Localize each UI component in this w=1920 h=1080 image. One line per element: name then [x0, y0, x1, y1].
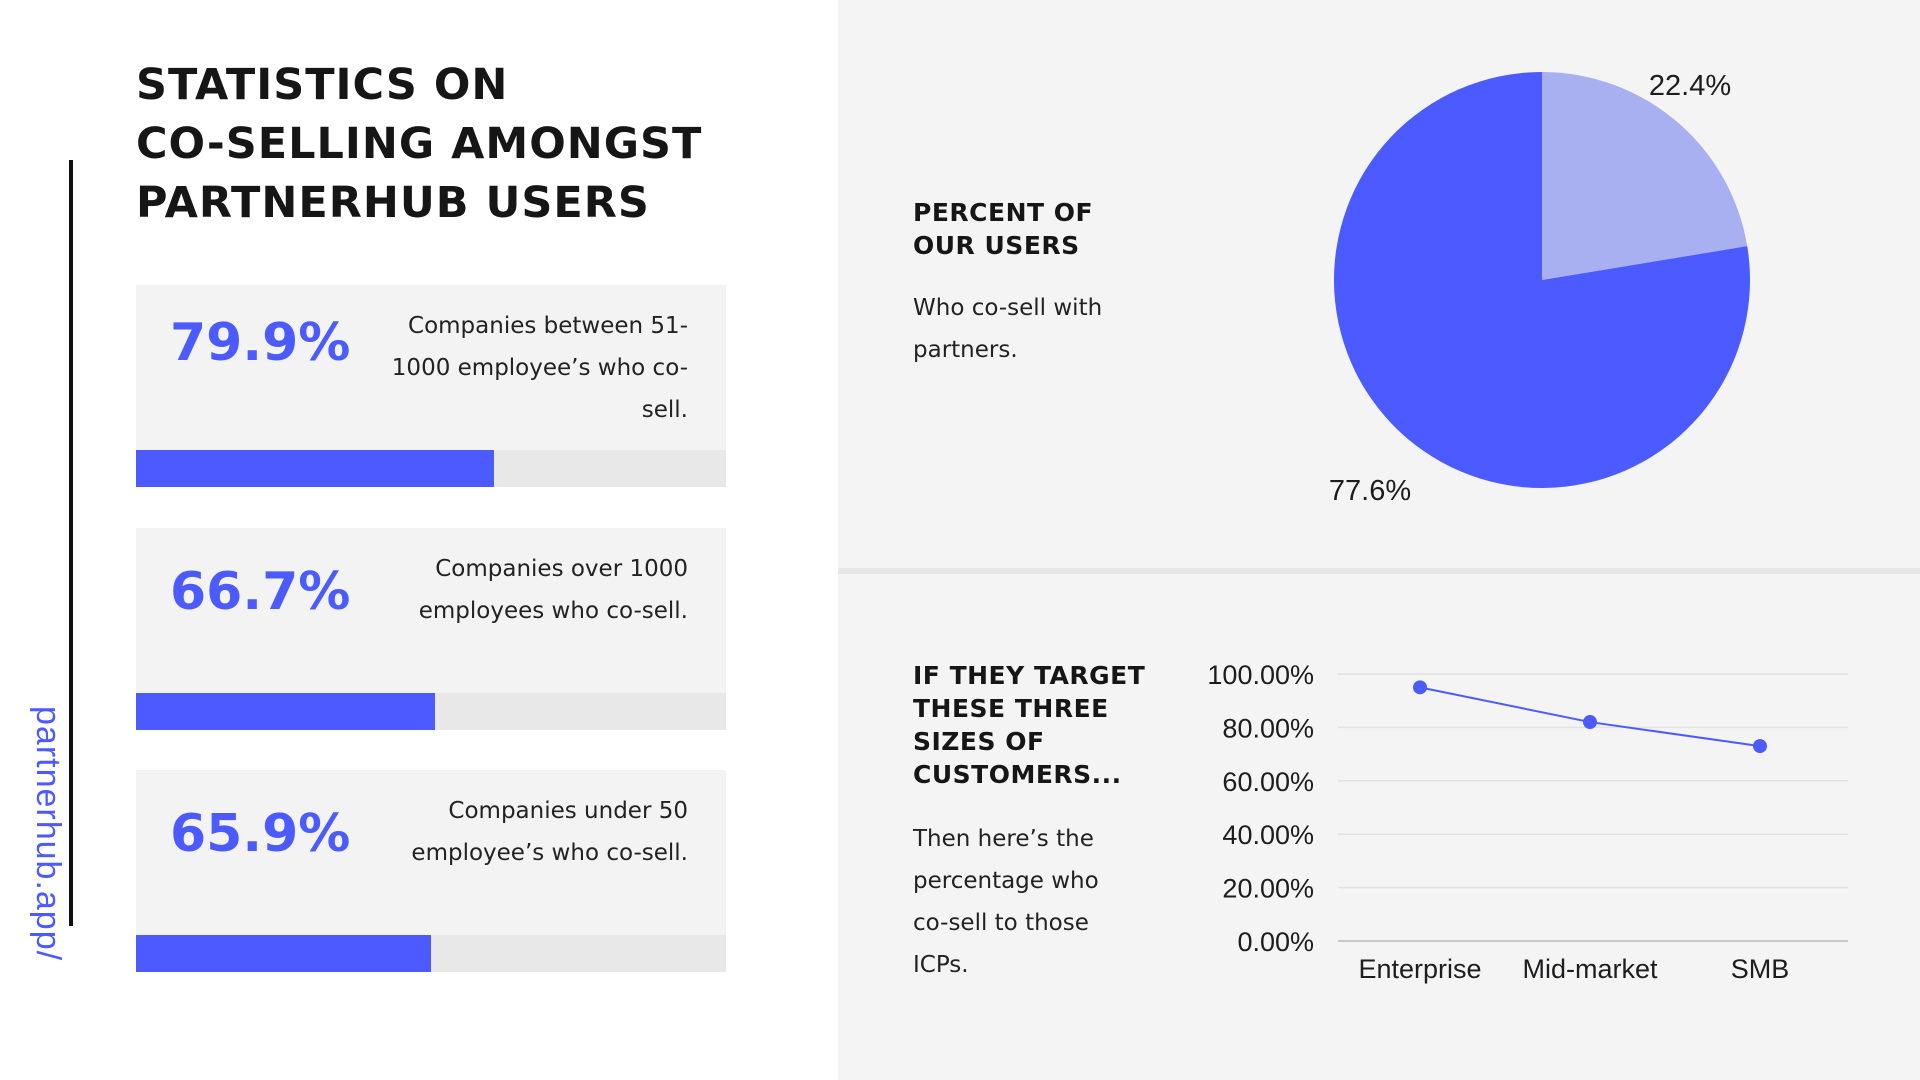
pie-slice-label: 22.4% [1649, 70, 1731, 102]
progress-track [136, 935, 726, 972]
y-tick-label: 40.00% [1222, 820, 1314, 850]
y-tick-label: 0.00% [1237, 927, 1314, 957]
data-point [1413, 680, 1427, 695]
pie-slice-label: 77.6% [1329, 475, 1411, 507]
pie-chart: 22.4% 77.6% [1329, 70, 1750, 507]
stat-description: Companies under 50 employee’s who co-sel… [411, 798, 688, 866]
stat-card: 66.7% Companies over 1000 employees who … [136, 528, 726, 730]
pie-slice [1542, 72, 1748, 280]
progress-track [136, 450, 726, 487]
data-point [1753, 739, 1767, 754]
y-tick-label: 60.00% [1222, 767, 1314, 797]
x-tick-label: Enterprise [1358, 954, 1481, 984]
y-tick-label: 100.00% [1207, 660, 1314, 690]
stat-value: 79.9% [170, 313, 351, 373]
line-heading: IF THEY TARGET THESE THREE SIZES OF CUST… [913, 661, 1146, 789]
stat-card: 79.9% Companies between 51-1000 employee… [136, 285, 726, 487]
stat-description: Companies over 1000 employees who co-sel… [418, 556, 688, 624]
line-description: Then here’s the percentage who co-sell t… [913, 826, 1099, 978]
data-point [1583, 715, 1597, 730]
site-url[interactable]: partnerhub.app/ [29, 706, 67, 962]
progress-fill [136, 693, 436, 730]
section-divider [838, 568, 1920, 574]
progress-fill [136, 450, 495, 487]
progress-fill [136, 935, 432, 972]
vertical-rule [69, 160, 73, 926]
stat-value: 66.7% [170, 562, 351, 622]
stat-card: 65.9% Companies under 50 employee’s who … [136, 770, 726, 972]
stat-value: 65.9% [170, 804, 351, 864]
stat-description: Companies between 51-1000 employee’s who… [391, 313, 688, 423]
y-tick-label: 20.00% [1222, 874, 1314, 904]
page-title: STATISTICS ON CO-SELLING AMONGST PARTNER… [136, 60, 703, 228]
pie-description: Who co-sell with partners. [913, 295, 1103, 363]
pie-heading: PERCENT OF OUR USERS [913, 198, 1094, 260]
x-tick-label: SMB [1731, 954, 1790, 984]
x-tick-label: Mid-market [1522, 954, 1658, 984]
pie-slice [1334, 72, 1750, 489]
y-tick-label: 80.00% [1222, 713, 1314, 743]
line-chart: 0.00% 20.00% 40.00% 60.00% 80.00% 100.00% Ente… [1207, 660, 1848, 984]
progress-track [136, 693, 726, 730]
